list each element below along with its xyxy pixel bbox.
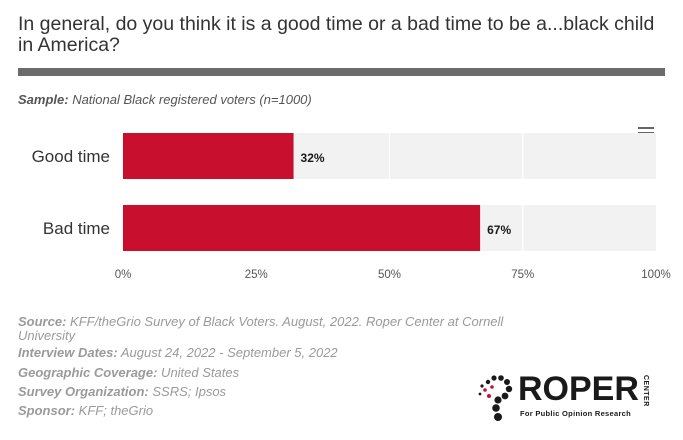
- bar-bad-time[interactable]: [123, 205, 481, 251]
- bar-good-time[interactable]: [123, 133, 294, 179]
- roper-center-logo: ROPER CENTER For Public Opinion Research: [474, 370, 664, 422]
- data-label: 67%: [487, 223, 511, 237]
- x-tick-label: 100%: [641, 269, 670, 281]
- logo-word: ROPER: [518, 370, 639, 408]
- logo-center-text: CENTER: [642, 375, 649, 407]
- x-tick-label: 50%: [378, 269, 401, 281]
- dates-label: Interview Dates:: [18, 345, 118, 360]
- title-divider: [18, 68, 665, 76]
- category-label: Bad time: [43, 219, 110, 238]
- roper-dots-icon: [478, 375, 513, 421]
- org-value: SSRS; Ipsos: [148, 384, 227, 399]
- sponsor-value: KFF; theGrio: [75, 403, 154, 418]
- x-tick-label: 0%: [115, 269, 132, 281]
- sponsor-label: Sponsor:: [18, 403, 76, 418]
- x-tick-label: 25%: [245, 269, 268, 281]
- sample-label: Sample:: [18, 92, 69, 107]
- geo-label: Geographic Coverage:: [18, 365, 158, 380]
- data-label: 32%: [301, 151, 325, 165]
- geo-value: United States: [157, 365, 240, 380]
- sponsor: Sponsor: KFF; theGrio: [18, 404, 153, 418]
- source-label: Source:: [18, 314, 67, 329]
- geographic-coverage: Geographic Coverage: United States: [18, 366, 239, 380]
- interview-dates: Interview Dates: August 24, 2022 - Septe…: [18, 346, 338, 360]
- chart-title: In general, do you think it is a good ti…: [18, 13, 655, 56]
- bar-chart: Good time Bad time 32% 67% 0% 25% 50% 75% 100%: [32, 133, 671, 281]
- source-text: Source: KFF/theGrio Survey of Black Vote…: [18, 315, 518, 343]
- category-label: Good time: [32, 147, 110, 166]
- x-tick-label: 75%: [511, 269, 534, 281]
- source-value: KFF/theGrio Survey of Black Voters. Augu…: [18, 314, 504, 343]
- dates-value: August 24, 2022 - September 5, 2022: [117, 345, 338, 360]
- survey-organization: Survey Organization: SSRS; Ipsos: [18, 385, 226, 399]
- sample-text: Sample: National Black registered voters…: [18, 92, 312, 107]
- sample-value: National Black registered voters (n=1000…: [68, 92, 312, 107]
- logo-tagline: For Public Opinion Research: [520, 409, 632, 418]
- org-label: Survey Organization:: [18, 384, 149, 399]
